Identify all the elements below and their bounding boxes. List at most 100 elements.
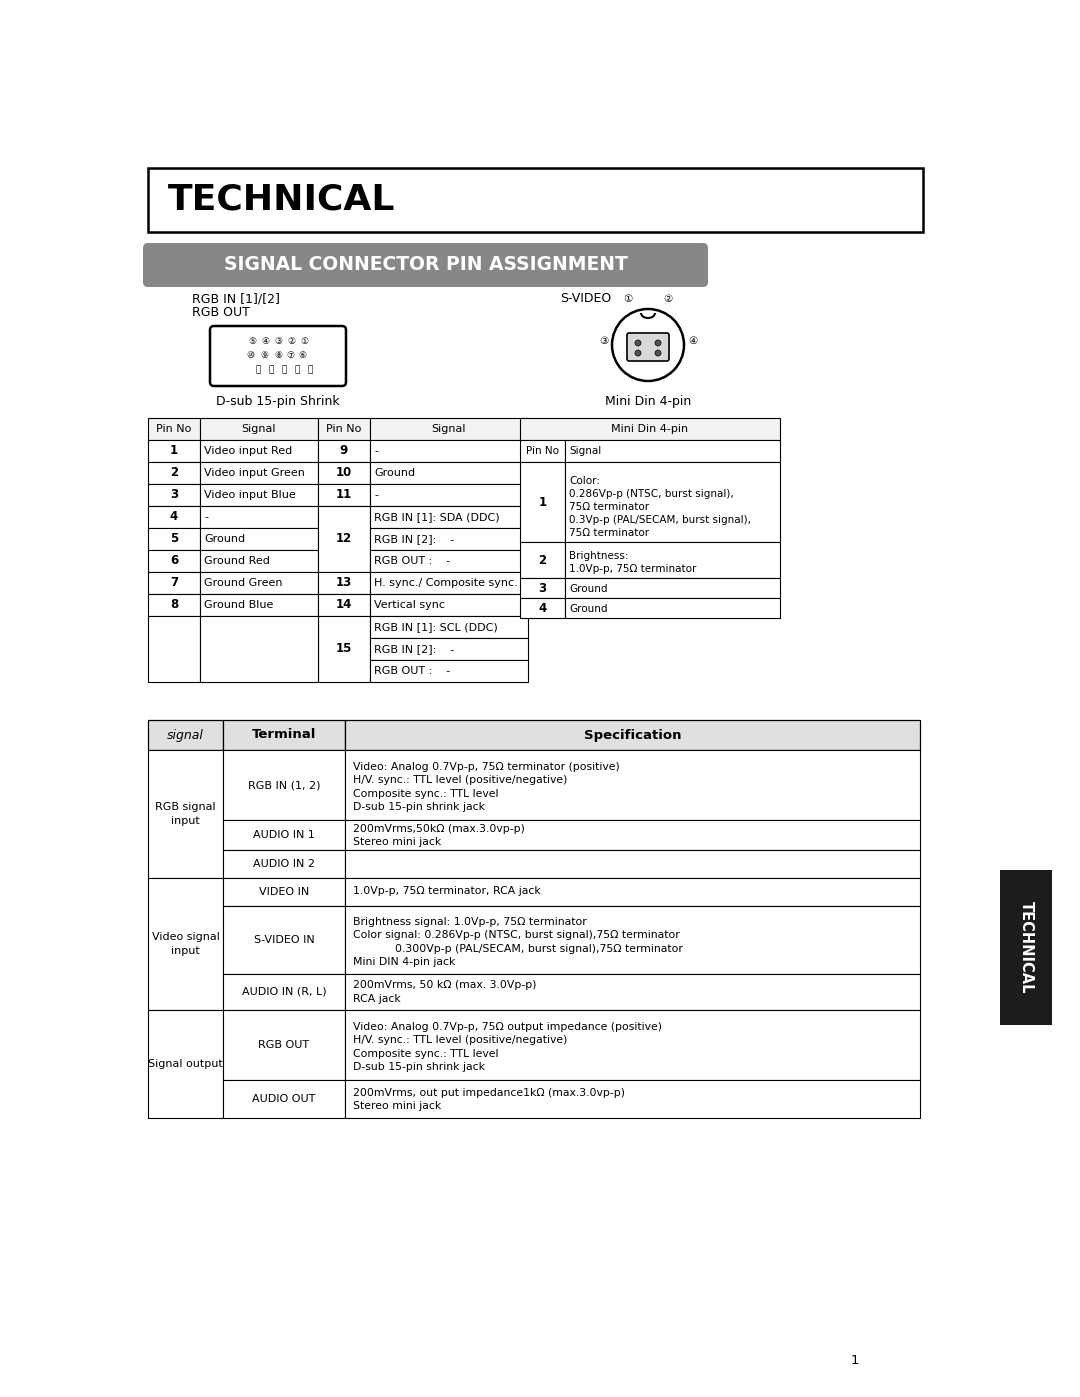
Bar: [200, 594, 318, 616]
Text: Ground: Ground: [569, 584, 607, 595]
Bar: [148, 571, 200, 594]
Text: -: -: [374, 490, 378, 500]
Text: RGB IN [1]: SDA (DDC): RGB IN [1]: SDA (DDC): [374, 511, 500, 522]
Bar: [148, 506, 200, 528]
Bar: [370, 506, 528, 528]
Text: RGB IN [2]:    -: RGB IN [2]: -: [374, 644, 455, 654]
Bar: [519, 418, 780, 440]
Bar: [318, 616, 370, 682]
Text: 1: 1: [539, 496, 546, 509]
Bar: [148, 616, 200, 682]
Text: 3: 3: [170, 489, 178, 502]
Text: Video: Analog 0.7Vp-p, 75Ω terminator (positive)
H/V. sync.: TTL level (positive: Video: Analog 0.7Vp-p, 75Ω terminator (p…: [353, 761, 620, 812]
Bar: [222, 750, 345, 820]
Text: 9: 9: [340, 444, 348, 457]
Text: Pin No: Pin No: [326, 425, 362, 434]
Text: 5: 5: [170, 532, 178, 545]
Text: Vertical sync: Vertical sync: [374, 599, 445, 610]
Circle shape: [654, 339, 661, 346]
Text: Ground Blue: Ground Blue: [204, 599, 273, 610]
Bar: [370, 659, 528, 682]
Bar: [222, 1080, 345, 1118]
Bar: [370, 638, 528, 659]
Bar: [370, 440, 528, 462]
Text: S-VIDEO IN: S-VIDEO IN: [254, 935, 314, 944]
Bar: [222, 907, 345, 974]
FancyBboxPatch shape: [627, 332, 669, 360]
Bar: [222, 974, 345, 1010]
Text: Signal: Signal: [432, 425, 467, 434]
Text: ①: ①: [623, 293, 633, 305]
Bar: [318, 571, 370, 594]
Bar: [370, 462, 528, 483]
Text: Signal: Signal: [242, 425, 276, 434]
Bar: [318, 440, 370, 462]
Text: H. sync./ Composite sync.: H. sync./ Composite sync.: [374, 578, 517, 588]
Bar: [370, 616, 528, 638]
Text: 4: 4: [538, 602, 546, 615]
Bar: [565, 542, 780, 578]
Bar: [148, 418, 200, 440]
Text: ⑦: ⑦: [286, 352, 294, 360]
Text: Ground: Ground: [374, 468, 415, 478]
Bar: [519, 462, 565, 542]
Bar: [345, 974, 920, 1010]
Text: signal: signal: [167, 728, 204, 742]
Text: Specification: Specification: [584, 728, 681, 742]
Bar: [370, 594, 528, 616]
Text: -: -: [374, 446, 378, 455]
Bar: [370, 528, 528, 550]
Text: ⑪: ⑪: [308, 366, 313, 374]
Bar: [565, 578, 780, 598]
Text: SIGNAL CONNECTOR PIN ASSIGNMENT: SIGNAL CONNECTOR PIN ASSIGNMENT: [224, 256, 627, 274]
Circle shape: [654, 351, 661, 356]
Text: VIDEO IN: VIDEO IN: [259, 887, 309, 897]
Text: 1: 1: [170, 444, 178, 457]
Bar: [148, 750, 222, 877]
Bar: [370, 483, 528, 506]
Text: ①: ①: [300, 338, 308, 346]
Text: ③: ③: [598, 337, 608, 346]
Bar: [565, 440, 780, 462]
Bar: [200, 550, 318, 571]
Text: Video input Red: Video input Red: [204, 446, 293, 455]
Text: AUDIO IN (R, L): AUDIO IN (R, L): [242, 988, 326, 997]
Text: 2: 2: [170, 467, 178, 479]
Bar: [148, 462, 200, 483]
Text: 14: 14: [336, 598, 352, 612]
Text: Video input Green: Video input Green: [204, 468, 305, 478]
Text: Brightness signal: 1.0Vp-p, 75Ω terminator
Color signal: 0.286Vp-p (NTSC, burst : Brightness signal: 1.0Vp-p, 75Ω terminat…: [353, 916, 683, 967]
Bar: [200, 418, 318, 440]
Bar: [148, 483, 200, 506]
Bar: [148, 168, 923, 232]
Text: ④: ④: [261, 338, 269, 346]
Bar: [222, 849, 345, 877]
Text: S-VIDEO: S-VIDEO: [561, 292, 611, 305]
Bar: [222, 719, 345, 750]
Bar: [565, 598, 780, 617]
Bar: [318, 506, 370, 571]
Bar: [222, 1010, 345, 1080]
Bar: [519, 578, 565, 598]
Text: RGB IN (1, 2): RGB IN (1, 2): [247, 780, 321, 789]
Text: Ground: Ground: [204, 534, 245, 543]
Bar: [148, 877, 222, 1010]
Text: RGB IN [2]:    -: RGB IN [2]: -: [374, 534, 455, 543]
Text: TECHNICAL: TECHNICAL: [168, 183, 395, 217]
Text: 6: 6: [170, 555, 178, 567]
Bar: [200, 440, 318, 462]
Bar: [148, 594, 200, 616]
Bar: [345, 820, 920, 849]
Text: RGB IN [1]: SCL (DDC): RGB IN [1]: SCL (DDC): [374, 622, 498, 631]
Text: 7: 7: [170, 577, 178, 590]
Text: ⑬: ⑬: [282, 366, 287, 374]
Bar: [148, 719, 222, 750]
Text: ⑨: ⑨: [260, 352, 268, 360]
Bar: [200, 462, 318, 483]
Text: Video: Analog 0.7Vp-p, 75Ω output impedance (positive)
H/V. sync.: TTL level (po: Video: Analog 0.7Vp-p, 75Ω output impeda…: [353, 1023, 662, 1071]
Text: ②: ②: [663, 293, 673, 305]
Text: Ground Green: Ground Green: [204, 578, 283, 588]
Text: 1: 1: [851, 1354, 860, 1366]
Bar: [222, 820, 345, 849]
Text: Ground: Ground: [569, 605, 607, 615]
